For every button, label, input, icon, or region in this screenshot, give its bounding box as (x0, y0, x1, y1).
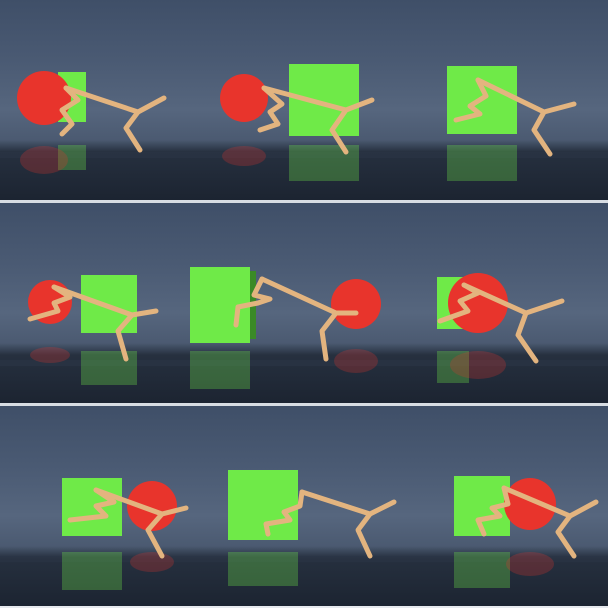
ball-reflection (20, 146, 68, 174)
robot-front-leg (27, 284, 73, 322)
robot-front-leg (453, 77, 489, 123)
frame-3 (447, 66, 577, 181)
green-cube (228, 470, 298, 540)
red-ball (504, 478, 556, 530)
cube-reflection (437, 351, 469, 383)
robot-back-leg (515, 310, 539, 364)
robot-front-leg (59, 85, 81, 137)
red-ball (331, 279, 381, 329)
ball-reflection (130, 552, 174, 572)
red-ball (17, 71, 71, 125)
frame-3 (437, 273, 565, 383)
robot-front-leg (475, 485, 511, 537)
green-cube (81, 275, 137, 333)
frame-1 (62, 478, 189, 590)
scene-row-2-canvas (0, 267, 608, 389)
red-ball (448, 273, 508, 333)
ball-reflection (334, 349, 378, 373)
ball-reflection (506, 552, 554, 576)
cube-reflection (58, 145, 86, 170)
floor-line (0, 556, 608, 562)
red-ball (220, 74, 268, 122)
robot-front-leg (233, 276, 273, 328)
robot-back-leg (531, 109, 553, 157)
red-ball (127, 481, 177, 531)
robot-front-leg (263, 489, 305, 537)
green-cube (62, 478, 122, 536)
row-divider (0, 200, 608, 203)
robot-back-leg (355, 511, 373, 559)
frame-3 (454, 476, 599, 588)
cube-reflection (289, 145, 359, 181)
robot-front-leg (257, 85, 285, 133)
scene-row-3-canvas (0, 470, 608, 590)
ball-reflection (222, 146, 266, 166)
frame-1 (17, 71, 167, 174)
robot-back-leg (319, 310, 339, 362)
scene-row-3 (0, 406, 608, 606)
frame-1 (27, 275, 159, 385)
scene-row-1-canvas (0, 64, 608, 181)
cube-reflection (228, 552, 298, 586)
robot-back-leg (555, 513, 577, 559)
robot-back-leg (115, 312, 135, 362)
cube-reflection (454, 552, 510, 588)
robot-back-leg (329, 107, 349, 155)
scene-row-1 (0, 0, 608, 200)
floor-line (0, 360, 608, 366)
robot-body (299, 489, 397, 517)
cube-reflection (447, 145, 517, 181)
frame-2 (190, 267, 381, 389)
row-divider (0, 403, 608, 406)
frame-2 (228, 470, 397, 586)
robot-back-leg (123, 109, 143, 153)
cube-reflection (81, 351, 137, 385)
cube-reflection (62, 552, 122, 590)
floor-line (0, 152, 608, 158)
robot-front-leg (67, 487, 117, 523)
robot-back-leg (145, 511, 165, 559)
ball-reflection (30, 347, 70, 363)
ball-reflection (450, 351, 506, 379)
frame-2 (220, 64, 375, 181)
scene-row-2 (0, 203, 608, 403)
cube-reflection (190, 351, 250, 389)
